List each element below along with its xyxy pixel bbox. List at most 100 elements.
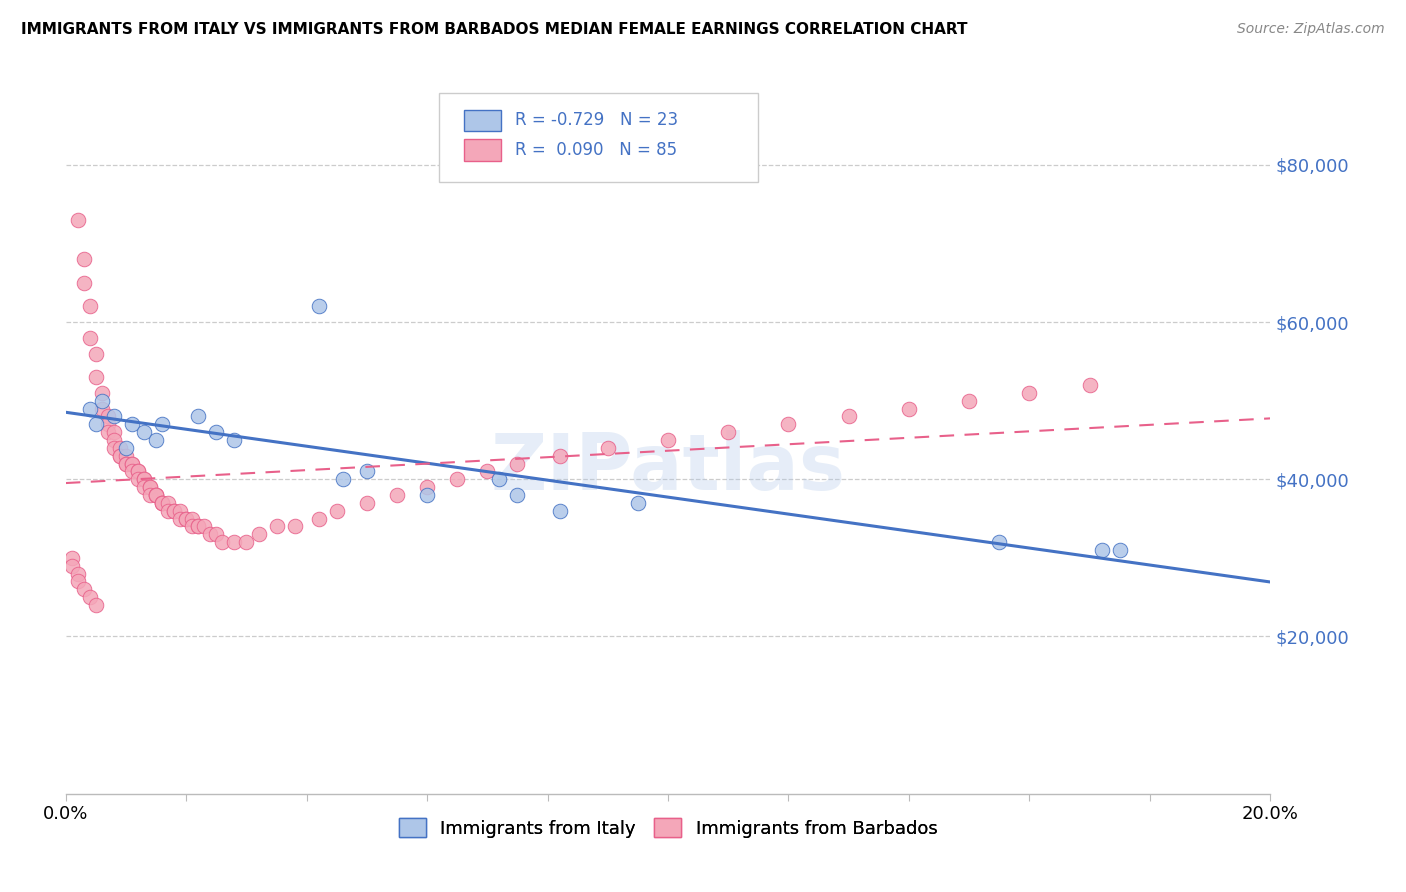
Point bbox=[127, 472, 149, 486]
Point bbox=[79, 591, 101, 605]
Text: Source: ZipAtlas.com: Source: ZipAtlas.com bbox=[1237, 22, 1385, 37]
Point bbox=[235, 535, 257, 549]
Point bbox=[157, 496, 180, 510]
Legend: Immigrants from Italy, Immigrants from Barbados: Immigrants from Italy, Immigrants from B… bbox=[391, 811, 945, 845]
Point bbox=[657, 433, 679, 447]
Point bbox=[60, 550, 83, 565]
Point bbox=[211, 535, 233, 549]
Point bbox=[73, 252, 96, 267]
Point bbox=[66, 574, 89, 589]
Point bbox=[506, 457, 529, 471]
Point bbox=[127, 465, 149, 479]
Point bbox=[121, 457, 143, 471]
Point bbox=[84, 417, 107, 432]
Point bbox=[91, 393, 114, 408]
Point bbox=[84, 346, 107, 360]
Point bbox=[838, 409, 860, 424]
Point bbox=[108, 449, 131, 463]
Point bbox=[308, 511, 330, 525]
Point bbox=[150, 496, 173, 510]
Point bbox=[103, 433, 125, 447]
Point bbox=[79, 331, 101, 345]
Point bbox=[596, 441, 619, 455]
Point bbox=[145, 488, 167, 502]
Point bbox=[108, 449, 131, 463]
Point bbox=[115, 441, 138, 455]
Point bbox=[1018, 385, 1040, 400]
Point bbox=[108, 441, 131, 455]
Point bbox=[224, 535, 246, 549]
Point bbox=[139, 480, 162, 494]
Point bbox=[103, 425, 125, 439]
Point bbox=[326, 504, 349, 518]
Point bbox=[150, 496, 173, 510]
Point bbox=[150, 417, 173, 432]
Point bbox=[103, 441, 125, 455]
Point bbox=[97, 409, 120, 424]
Point bbox=[145, 433, 167, 447]
Point bbox=[506, 488, 529, 502]
FancyBboxPatch shape bbox=[439, 94, 758, 182]
Text: ZIPatlas: ZIPatlas bbox=[491, 430, 845, 507]
Point bbox=[356, 496, 378, 510]
Point bbox=[224, 433, 246, 447]
Point bbox=[73, 582, 96, 597]
Text: IMMIGRANTS FROM ITALY VS IMMIGRANTS FROM BARBADOS MEDIAN FEMALE EARNINGS CORRELA: IMMIGRANTS FROM ITALY VS IMMIGRANTS FROM… bbox=[21, 22, 967, 37]
Point bbox=[181, 519, 204, 533]
Point bbox=[73, 276, 96, 290]
Point bbox=[187, 409, 209, 424]
Point bbox=[132, 425, 155, 439]
Point bbox=[897, 401, 920, 416]
Point bbox=[139, 488, 162, 502]
Point bbox=[121, 457, 143, 471]
Point bbox=[169, 511, 191, 525]
Point bbox=[187, 519, 209, 533]
Point bbox=[79, 401, 101, 416]
Point bbox=[957, 393, 980, 408]
Point bbox=[132, 480, 155, 494]
Point bbox=[717, 425, 740, 439]
Point bbox=[181, 511, 204, 525]
Point bbox=[247, 527, 270, 541]
Point bbox=[163, 504, 186, 518]
Bar bbox=[464, 110, 501, 131]
Point bbox=[332, 472, 354, 486]
Point bbox=[174, 511, 197, 525]
Point bbox=[121, 465, 143, 479]
Point bbox=[308, 300, 330, 314]
Point bbox=[1108, 543, 1130, 558]
Point bbox=[200, 527, 222, 541]
Point bbox=[416, 488, 439, 502]
Point bbox=[60, 558, 83, 573]
Point bbox=[121, 417, 143, 432]
Point bbox=[103, 409, 125, 424]
Point bbox=[1090, 543, 1112, 558]
Point bbox=[115, 457, 138, 471]
Point bbox=[127, 465, 149, 479]
Bar bbox=[464, 139, 501, 161]
Point bbox=[205, 527, 228, 541]
Point bbox=[115, 457, 138, 471]
Point bbox=[266, 519, 288, 533]
Point bbox=[627, 496, 650, 510]
Point bbox=[157, 504, 180, 518]
Point bbox=[187, 519, 209, 533]
Point bbox=[145, 488, 167, 502]
Point bbox=[115, 449, 138, 463]
Text: R = -0.729   N = 23: R = -0.729 N = 23 bbox=[515, 112, 678, 129]
Point bbox=[66, 566, 89, 581]
Point bbox=[97, 425, 120, 439]
Point bbox=[385, 488, 408, 502]
Point bbox=[163, 504, 186, 518]
Point bbox=[79, 300, 101, 314]
Point bbox=[284, 519, 307, 533]
Point bbox=[1078, 378, 1101, 392]
Point bbox=[66, 213, 89, 227]
Point bbox=[150, 496, 173, 510]
Point bbox=[193, 519, 215, 533]
Point bbox=[416, 480, 439, 494]
Point bbox=[174, 511, 197, 525]
Point bbox=[477, 465, 499, 479]
Point bbox=[205, 425, 228, 439]
Point bbox=[488, 472, 510, 486]
